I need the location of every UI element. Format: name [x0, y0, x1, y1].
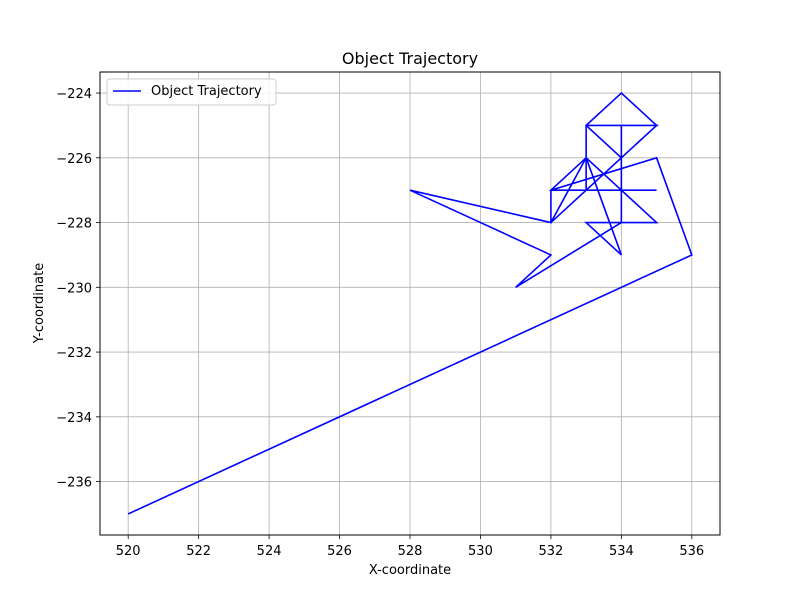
- legend-box: [106, 78, 277, 106]
- x-tick-label: 532: [538, 544, 563, 559]
- y-axis-ticks: −224 −226 −228 −230 −232 −234 −236: [56, 87, 100, 491]
- x-axis-label: X-coordinate: [369, 563, 451, 578]
- legend: Object Trajectory: [106, 78, 277, 106]
- x-tick-label: 524: [257, 544, 282, 559]
- y-tick-label: −236: [56, 476, 92, 491]
- legend-entry-label: Object Trajectory: [151, 84, 262, 99]
- x-tick-label: 534: [609, 544, 634, 559]
- y-axis-label: Y-coordinate: [32, 263, 47, 344]
- grid-lines: [100, 72, 720, 535]
- series-layer: [127, 91, 693, 515]
- x-tick-label: 536: [679, 544, 704, 559]
- chart-title: Object Trajectory: [342, 49, 478, 68]
- x-tick-label: 520: [116, 544, 141, 559]
- trajectory-line: [127, 91, 693, 515]
- y-tick-label: −232: [56, 346, 92, 361]
- y-tick-label: −228: [56, 217, 92, 232]
- plot-frame: [99, 71, 721, 536]
- y-tick-label: −226: [56, 152, 92, 167]
- x-tick-label: 530: [468, 544, 493, 559]
- x-tick-label: 528: [398, 544, 423, 559]
- y-tick-label: −230: [56, 281, 92, 296]
- y-tick-label: −234: [56, 411, 92, 426]
- x-axis-ticks: 520 522 524 526 528 530 532 534 536: [116, 535, 704, 559]
- x-tick-label: 526: [327, 544, 352, 559]
- x-tick-label: 522: [186, 544, 211, 559]
- y-tick-label: −224: [56, 87, 92, 102]
